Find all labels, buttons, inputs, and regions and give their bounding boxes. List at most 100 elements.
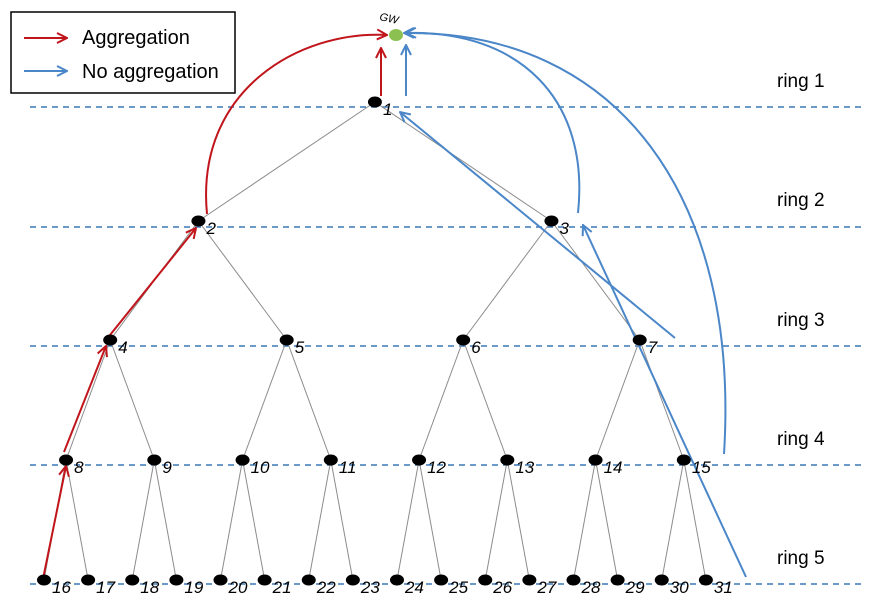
edge-7-15 <box>639 339 685 461</box>
tree-node-10 <box>235 454 250 466</box>
node-label-22: 22 <box>316 578 336 597</box>
agg-arrow-2-gw <box>205 35 387 215</box>
ring-label-5: ring 5 <box>777 548 825 569</box>
edge-1-3 <box>374 101 552 222</box>
tree-node-18 <box>125 574 140 586</box>
node-label-31: 31 <box>714 578 733 597</box>
node-label-27: 27 <box>536 578 556 597</box>
node-label-14: 14 <box>604 458 623 477</box>
noagg-arrow-7-1 <box>400 112 676 339</box>
tree-node-25 <box>434 574 449 586</box>
node-label-19: 19 <box>184 578 203 597</box>
edge-15-30 <box>661 459 685 581</box>
tree-node-31 <box>698 574 713 586</box>
tree-edges <box>43 101 707 581</box>
legend-aggregation-label: Aggregation <box>82 27 190 49</box>
ring-label-4: ring 4 <box>777 429 825 450</box>
legend-no-aggregation-label: No aggregation <box>82 61 219 83</box>
tree-node-1 <box>367 96 382 108</box>
tree-node-30 <box>654 574 669 586</box>
ring-label-1: ring 1 <box>777 71 825 92</box>
node-label-6: 6 <box>471 338 481 357</box>
tree-node-7 <box>632 334 647 346</box>
agg-arrow-16-8 <box>42 466 66 580</box>
tree-node-11 <box>323 454 338 466</box>
tree-node-24 <box>390 574 404 586</box>
ring-label-3: ring 3 <box>777 310 825 331</box>
node-label-4: 4 <box>118 338 127 357</box>
tree-node-27 <box>522 574 537 586</box>
edge-5-10 <box>242 339 288 461</box>
tree-node-20 <box>213 574 228 586</box>
node-label-21: 21 <box>272 578 292 597</box>
gateway-label: GW <box>378 11 401 27</box>
node-label-29: 29 <box>625 578 645 597</box>
tree-node-26 <box>478 574 493 586</box>
aggregation-path <box>42 35 387 580</box>
edge-10-21 <box>242 459 266 581</box>
node-label-2: 2 <box>205 219 216 238</box>
node-label-13: 13 <box>515 458 534 477</box>
ring-label-2: ring 2 <box>777 190 825 211</box>
tree-node-12 <box>412 454 427 466</box>
edge-14-28 <box>573 459 597 581</box>
edge-5-11 <box>286 339 332 461</box>
tree-node-4 <box>103 334 118 346</box>
edge-6-12 <box>418 339 464 461</box>
node-label-15: 15 <box>692 458 711 477</box>
no-aggregation-paths <box>400 33 747 578</box>
node-label-9: 9 <box>162 458 172 477</box>
legend-box <box>10 11 236 94</box>
tree-node-29 <box>610 574 625 586</box>
node-label-23: 23 <box>360 578 380 597</box>
edge-4-8 <box>65 339 111 461</box>
edge-3-7 <box>551 220 641 341</box>
edge-15-31 <box>683 459 707 581</box>
edge-2-5 <box>198 220 288 341</box>
node-label-28: 28 <box>581 578 601 597</box>
tree-node-5 <box>279 334 294 346</box>
tree-node-14 <box>588 454 603 466</box>
edge-13-27 <box>506 459 530 581</box>
node-label-30: 30 <box>670 578 689 597</box>
node-label-5: 5 <box>295 338 305 357</box>
node-label-3: 3 <box>559 219 569 238</box>
tree-node-9 <box>147 454 162 466</box>
edge-4-9 <box>109 339 155 461</box>
tree-node-28 <box>566 574 581 586</box>
edge-14-29 <box>595 459 619 581</box>
node-label-20: 20 <box>228 578 248 597</box>
ring-lines <box>30 106 862 585</box>
edge-6-13 <box>462 339 508 461</box>
node-label-18: 18 <box>140 578 159 597</box>
tree-node-16 <box>37 574 51 586</box>
edge-11-23 <box>330 459 354 581</box>
edge-9-19 <box>153 459 177 581</box>
node-label-7: 7 <box>648 338 658 357</box>
tree-node-2 <box>191 215 206 227</box>
agg-arrow-4-2 <box>105 228 196 341</box>
node-label-25: 25 <box>448 578 468 597</box>
tree-node-19 <box>169 574 184 586</box>
tree-node-15 <box>676 454 691 466</box>
edge-12-24 <box>396 459 420 581</box>
node-label-17: 17 <box>96 578 115 597</box>
edge-10-20 <box>220 459 244 581</box>
tree-node-23 <box>345 574 360 586</box>
tree-node-13 <box>500 454 515 466</box>
edge-12-25 <box>418 459 442 581</box>
node-label-10: 10 <box>251 458 270 477</box>
tree-node-17 <box>81 574 96 586</box>
node-label-16: 16 <box>52 578 71 597</box>
tree-node-6 <box>456 334 471 346</box>
tree-node-21 <box>257 574 272 586</box>
tree-node-8 <box>59 454 74 466</box>
edge-13-26 <box>484 459 508 581</box>
gateway: GW <box>378 11 403 41</box>
tree-node-22 <box>301 574 316 586</box>
edge-7-14 <box>595 339 641 461</box>
edge-9-18 <box>131 459 155 581</box>
gateway-node <box>389 29 403 41</box>
